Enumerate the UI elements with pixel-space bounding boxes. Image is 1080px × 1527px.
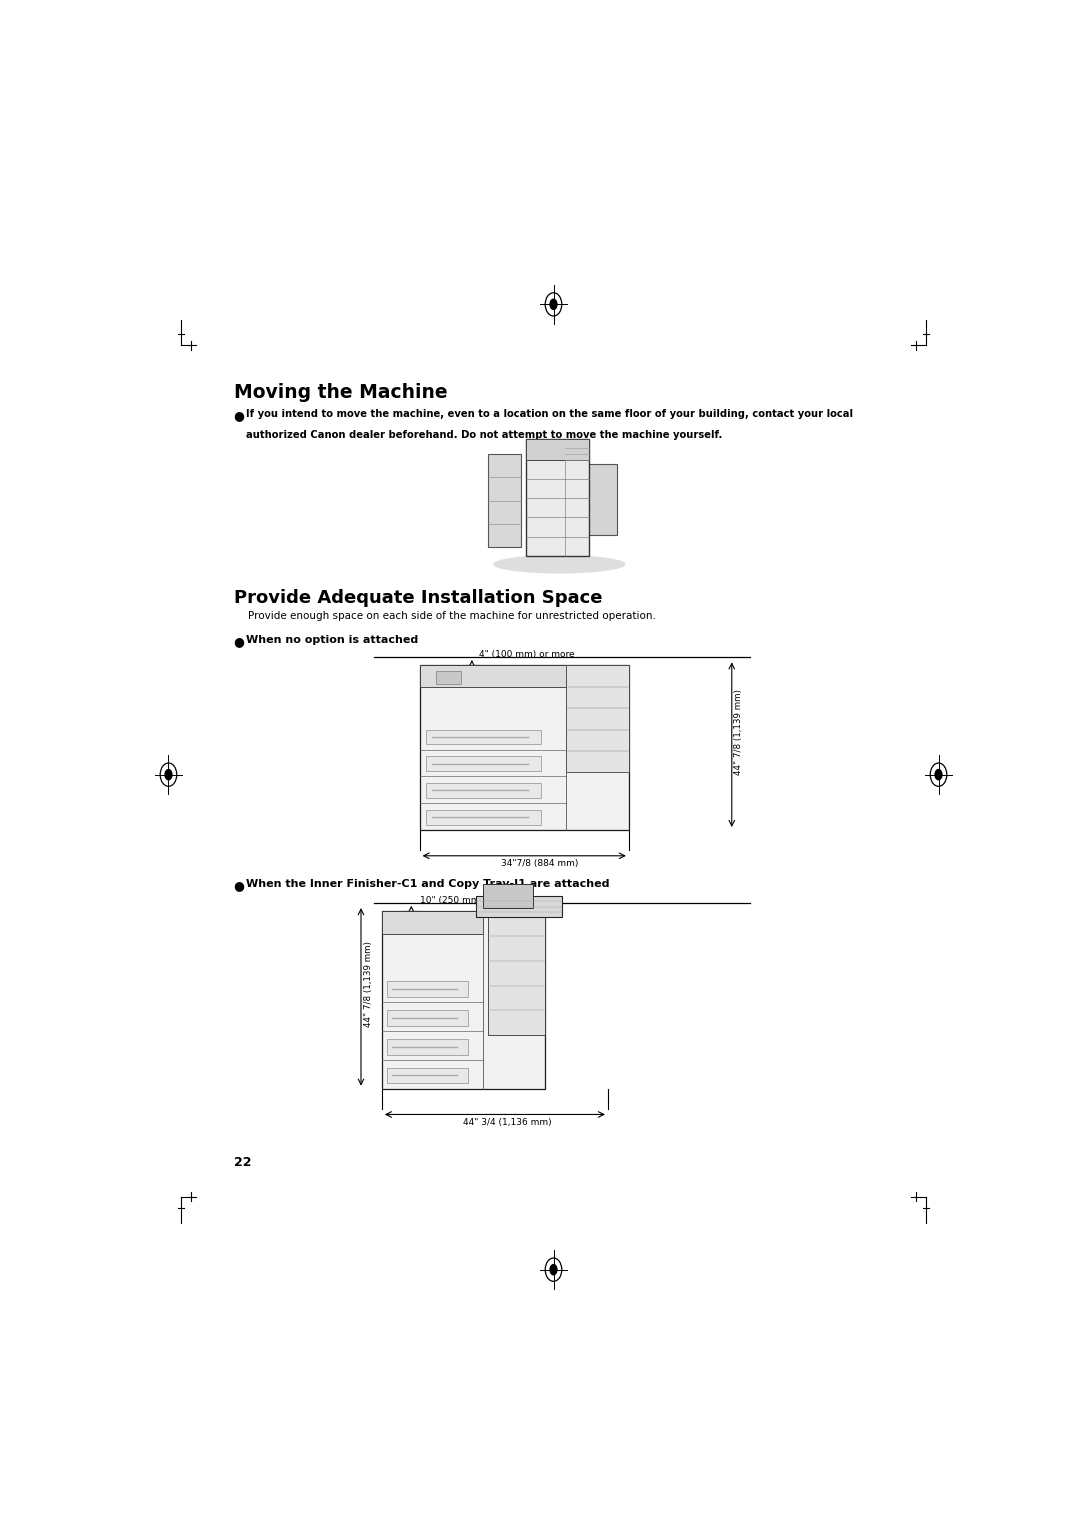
Bar <box>483 884 532 907</box>
Bar <box>387 980 468 997</box>
Bar <box>426 730 541 744</box>
Bar <box>566 666 629 773</box>
Text: 22: 22 <box>233 1156 252 1168</box>
Text: 34"7/8 (884 mm): 34"7/8 (884 mm) <box>501 860 578 869</box>
Text: ●: ● <box>233 635 245 647</box>
Circle shape <box>164 768 173 780</box>
Text: 10" (250 mm) or more: 10" (250 mm) or more <box>420 896 521 906</box>
Ellipse shape <box>494 554 625 574</box>
Bar <box>382 912 483 935</box>
Text: When no option is attached: When no option is attached <box>246 635 419 644</box>
Circle shape <box>934 768 943 780</box>
Bar <box>488 454 521 547</box>
Bar <box>526 438 589 556</box>
Bar <box>436 670 461 684</box>
Bar <box>488 912 544 1035</box>
Bar <box>420 666 629 831</box>
Text: Moving the Machine: Moving the Machine <box>233 383 447 402</box>
Text: 44" 3/4 (1,136 mm): 44" 3/4 (1,136 mm) <box>463 1118 552 1127</box>
Bar <box>589 464 618 536</box>
Text: 44" 7/8 (1,139 mm): 44" 7/8 (1,139 mm) <box>734 689 743 774</box>
Bar <box>387 1009 468 1026</box>
Text: 44" 7/8 (1,139 mm): 44" 7/8 (1,139 mm) <box>364 941 373 1028</box>
Text: If you intend to move the machine, even to a location on the same floor of your : If you intend to move the machine, even … <box>246 409 853 418</box>
Bar <box>387 1067 468 1083</box>
Text: ●: ● <box>233 880 245 892</box>
Circle shape <box>550 1264 557 1275</box>
Bar <box>382 912 544 1089</box>
Bar <box>426 809 541 825</box>
Bar <box>420 666 570 687</box>
Text: Provide enough space on each side of the machine for unrestricted operation.: Provide enough space on each side of the… <box>248 611 656 621</box>
Text: authorized Canon dealer beforehand. Do not attempt to move the machine yourself.: authorized Canon dealer beforehand. Do n… <box>246 431 723 440</box>
Text: ●: ● <box>233 409 245 421</box>
Text: When the Inner Finisher-C1 and Copy Tray-J1 are attached: When the Inner Finisher-C1 and Copy Tray… <box>246 880 610 889</box>
Text: 4" (100 mm) or more: 4" (100 mm) or more <box>478 651 575 660</box>
Circle shape <box>550 298 557 310</box>
Bar <box>526 438 589 460</box>
Text: Provide Adequate Installation Space: Provide Adequate Installation Space <box>233 589 603 606</box>
Bar <box>476 896 563 918</box>
Bar <box>387 1038 468 1055</box>
Bar <box>426 756 541 771</box>
Bar <box>426 783 541 797</box>
